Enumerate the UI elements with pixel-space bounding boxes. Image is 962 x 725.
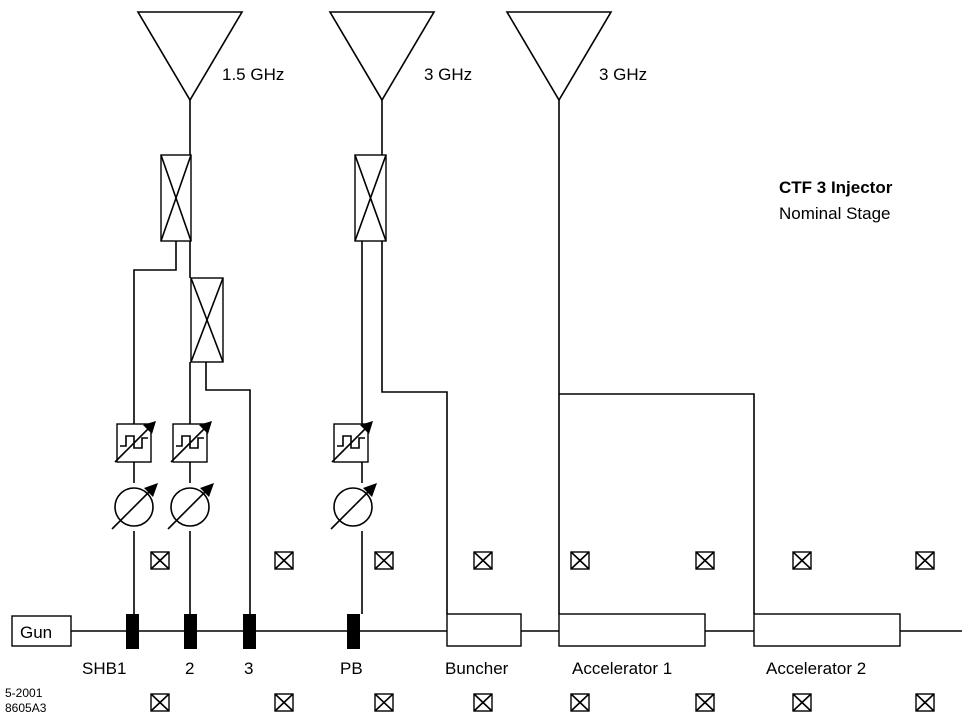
magnet-icon — [150, 551, 170, 570]
buncher-box — [446, 613, 522, 647]
magnet-icon — [570, 551, 590, 570]
antenna-1-5ghz-icon — [136, 11, 244, 102]
magnet-icon — [915, 693, 935, 712]
phase-shifter-2-icon — [167, 483, 214, 530]
shb3-label: 3 — [244, 659, 253, 678]
gun-box — [11, 615, 72, 647]
attenuator-3-icon — [331, 421, 373, 463]
magnets-lower-row — [150, 693, 935, 712]
magnet-icon — [792, 693, 812, 712]
feed-lines-3ghz-acc — [558, 100, 755, 614]
shb1-label: SHB1 — [82, 659, 126, 678]
magnet-icon — [792, 551, 812, 570]
magnet-icon — [274, 551, 294, 570]
feed-lines-1-5ghz — [133, 100, 251, 614]
accelerator-2-label: Accelerator 2 — [766, 659, 866, 678]
magnet-icon — [915, 551, 935, 570]
antenna-3ghz-pb-icon — [328, 11, 436, 102]
figure-code-label: 8605A3 — [5, 701, 47, 715]
magnet-icon — [695, 551, 715, 570]
buncher-label: Buncher — [445, 659, 509, 678]
splitter-3-icon — [354, 154, 387, 242]
gun-label: Gun — [20, 623, 52, 642]
pb-cavity — [347, 614, 360, 649]
antenna-2-freq-label: 3 GHz — [424, 65, 472, 84]
magnet-icon — [374, 693, 394, 712]
phase-shifter-3-icon — [330, 483, 377, 530]
magnet-icon — [695, 693, 715, 712]
magnet-icon — [274, 693, 294, 712]
shb1-cavity — [126, 614, 139, 649]
accelerator-1-box — [558, 613, 706, 647]
magnet-icon — [473, 693, 493, 712]
shb3-cavity — [243, 614, 256, 649]
accelerator-1-label: Accelerator 1 — [572, 659, 672, 678]
phase-shifter-1-icon — [111, 483, 158, 530]
magnet-icon — [473, 551, 493, 570]
magnet-icon — [570, 693, 590, 712]
magnet-icon — [150, 693, 170, 712]
antenna-1-freq-label: 1.5 GHz — [222, 65, 284, 84]
splitter-1-icon — [160, 154, 192, 242]
attenuator-1-icon — [114, 421, 156, 463]
antenna-3ghz-acc-icon — [505, 11, 613, 102]
antenna-3-freq-label: 3 GHz — [599, 65, 647, 84]
splitter-2-icon — [190, 277, 224, 363]
pb-label: PB — [340, 659, 363, 678]
shb2-cavity — [184, 614, 197, 649]
magnet-icon — [374, 551, 394, 570]
feed-lines-3ghz-pb — [361, 100, 448, 614]
attenuator-2-icon — [170, 421, 212, 463]
shb2-label: 2 — [185, 659, 194, 678]
magnets-upper-row — [150, 551, 935, 570]
diagram-title: CTF 3 Injector — [779, 178, 893, 197]
figure-date-label: 5-2001 — [5, 686, 43, 700]
accelerator-2-box — [753, 613, 901, 647]
diagram-subtitle: Nominal Stage — [779, 204, 891, 223]
